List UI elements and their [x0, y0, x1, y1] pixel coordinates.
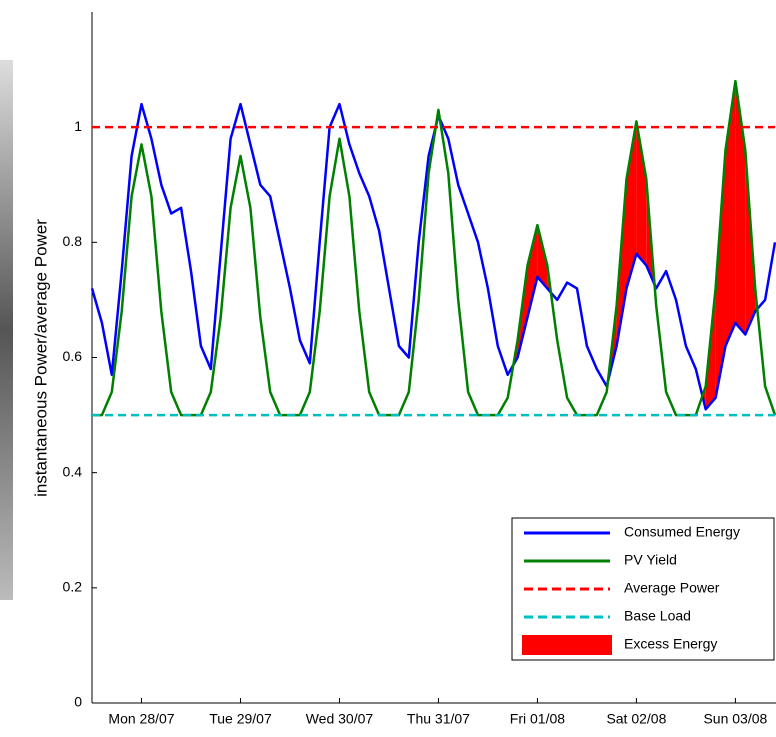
excess-area	[626, 121, 637, 289]
y-tick-label: 0.4	[63, 463, 83, 479]
legend-swatch	[522, 635, 612, 655]
x-tick-label: Fri 01/08	[510, 711, 565, 727]
y-tick-label: 0.2	[63, 579, 83, 595]
x-tick-label: Mon 28/07	[108, 711, 174, 727]
legend-label: Excess Energy	[624, 636, 717, 652]
y-tick-label: 0	[74, 694, 82, 710]
y-tick-label: 1	[74, 118, 82, 134]
excess-area	[725, 81, 736, 346]
x-tick-label: Sun 03/08	[703, 711, 767, 727]
legend-label: PV Yield	[624, 552, 677, 568]
legend-label: Base Load	[624, 608, 691, 624]
excess-area	[527, 225, 538, 318]
excess-area	[537, 225, 548, 289]
legend-label: Consumed Energy	[624, 524, 740, 540]
y-tick-label: 0.6	[63, 348, 83, 364]
series-line	[92, 79, 776, 417]
excess-area	[715, 150, 726, 398]
photo-strip	[0, 60, 13, 600]
x-tick-label: Thu 31/07	[407, 711, 470, 727]
excess-area	[636, 121, 647, 266]
y-tick-label: 0.8	[63, 233, 83, 249]
y-axis-label: instantaneous Power/average Power	[31, 219, 50, 497]
x-tick-label: Tue 29/07	[209, 711, 272, 727]
x-tick-label: Sat 02/08	[606, 711, 666, 727]
excess-area	[735, 81, 746, 335]
legend-label: Average Power	[624, 580, 720, 596]
x-tick-label: Wed 30/07	[306, 711, 374, 727]
series-line	[90, 102, 776, 411]
